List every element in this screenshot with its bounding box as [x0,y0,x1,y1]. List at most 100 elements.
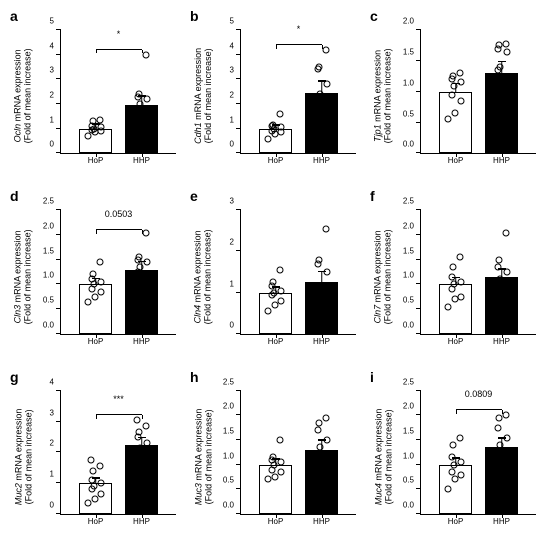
sig-bracket-drop [276,45,277,49]
y-tick [416,152,421,153]
y-tick [56,283,61,284]
panel-h: hMuc3 mRNA expression(Fold of mean incre… [190,371,360,533]
plot-area: 0.00.51.01.52.02.5HoPHHP [240,391,356,515]
y-axis-label: Muc2 mRNA expression(Fold of mean increa… [14,409,34,506]
data-point [278,469,285,476]
sig-bracket-drop [96,230,97,234]
data-point [502,412,509,419]
y-tick [416,308,421,309]
x-tick-label: HHP [133,156,150,165]
panel-f: fCln7 mRNA expression(Fold of mean incre… [370,190,540,352]
y-tick-label: 3 [50,66,54,75]
data-point [502,229,509,236]
data-point [503,434,510,441]
data-point [85,500,92,507]
y-tick [236,439,241,440]
data-point [449,469,456,476]
y-tick-label: 1.5 [403,47,414,56]
x-tick-label: HHP [493,156,510,165]
panel-letter: e [190,188,198,204]
y-axis-label: Cdh1 mRNA expression(Fold of mean increa… [194,48,214,144]
y-tick-label: 0 [230,140,234,149]
data-point [456,254,463,261]
data-point [445,303,452,310]
data-point [137,120,144,127]
plot-area: 012345HoPHHP* [240,30,356,154]
data-point [448,454,455,461]
y-tick-label: 0.5 [43,296,54,305]
data-point [445,116,452,123]
y-axis-label: Tjp1 mRNA expression(Fold of mean increa… [374,49,394,144]
y-tick [236,414,241,415]
sig-bracket [276,44,322,45]
panel-i: iMuc4 mRNA expression(Fold of mean incre… [370,371,540,533]
y-tick [56,209,61,210]
x-tick-label: HoP [448,337,464,346]
error-bar [321,272,323,282]
data-point [316,64,323,71]
y-axis-label: Cln3 mRNA expression(Fold of mean increa… [14,229,34,324]
y-tick [56,78,61,79]
data-point [317,469,324,476]
y-tick [236,78,241,79]
y-tick-label: 2.0 [403,402,414,411]
x-tick-label: HHP [493,517,510,526]
y-tick-label: 2 [50,439,54,448]
y-tick [56,333,61,334]
data-point [504,79,511,86]
y-tick [56,513,61,514]
data-point [322,414,329,421]
data-point [137,458,144,465]
sig-label: * [297,24,301,34]
y-tick-label: 0.0 [43,320,54,329]
y-tick [416,513,421,514]
sig-bracket-drop [96,415,97,419]
data-point [311,128,318,135]
sig-bracket [96,414,142,415]
y-tick-label: 4 [50,377,54,386]
y-tick-label: 1 [230,279,234,288]
y-tick-label: 1.0 [43,271,54,280]
y-tick-label: 5 [230,17,234,26]
data-point [278,297,285,304]
y-tick-label: 2.5 [403,377,414,386]
data-point [131,464,138,471]
data-point [90,467,97,474]
data-point [144,276,151,283]
y-tick [236,103,241,104]
y-tick [56,234,61,235]
y-tick-label: 2 [50,91,54,100]
y-tick-label: 0 [50,140,54,149]
y-tick [236,292,241,293]
data-point [143,259,150,266]
x-tick-label: HHP [493,337,510,346]
sig-bracket-drop [96,50,97,54]
x-tick-label: HoP [88,337,104,346]
panel-letter: g [10,369,19,385]
y-tick-label: 0.5 [223,476,234,485]
y-tick [236,488,241,489]
y-tick-label: 3 [230,66,234,75]
data-point [276,266,283,273]
y-tick [416,60,421,61]
error-cap [498,61,506,63]
sig-label: *** [113,394,124,404]
data-point [494,264,501,271]
data-point [96,117,103,124]
data-point [98,490,105,497]
data-point [88,477,95,484]
data-point [137,101,144,108]
data-point [322,225,329,232]
data-point [495,449,502,456]
data-point [457,79,464,86]
y-tick [236,128,241,129]
y-axis-label: Ocln mRNA expression(Fold of mean increa… [14,49,34,144]
panel-b: bCdh1 mRNA expression(Fold of mean incre… [190,10,360,172]
panel-letter: h [190,369,199,385]
y-tick-label: 1.0 [223,451,234,460]
sig-bracket-drop [502,410,503,414]
data-point [98,288,105,295]
y-tick-label: 3 [50,408,54,417]
data-point [97,278,104,285]
plot-area: 01234HoPHHP*** [60,391,176,515]
